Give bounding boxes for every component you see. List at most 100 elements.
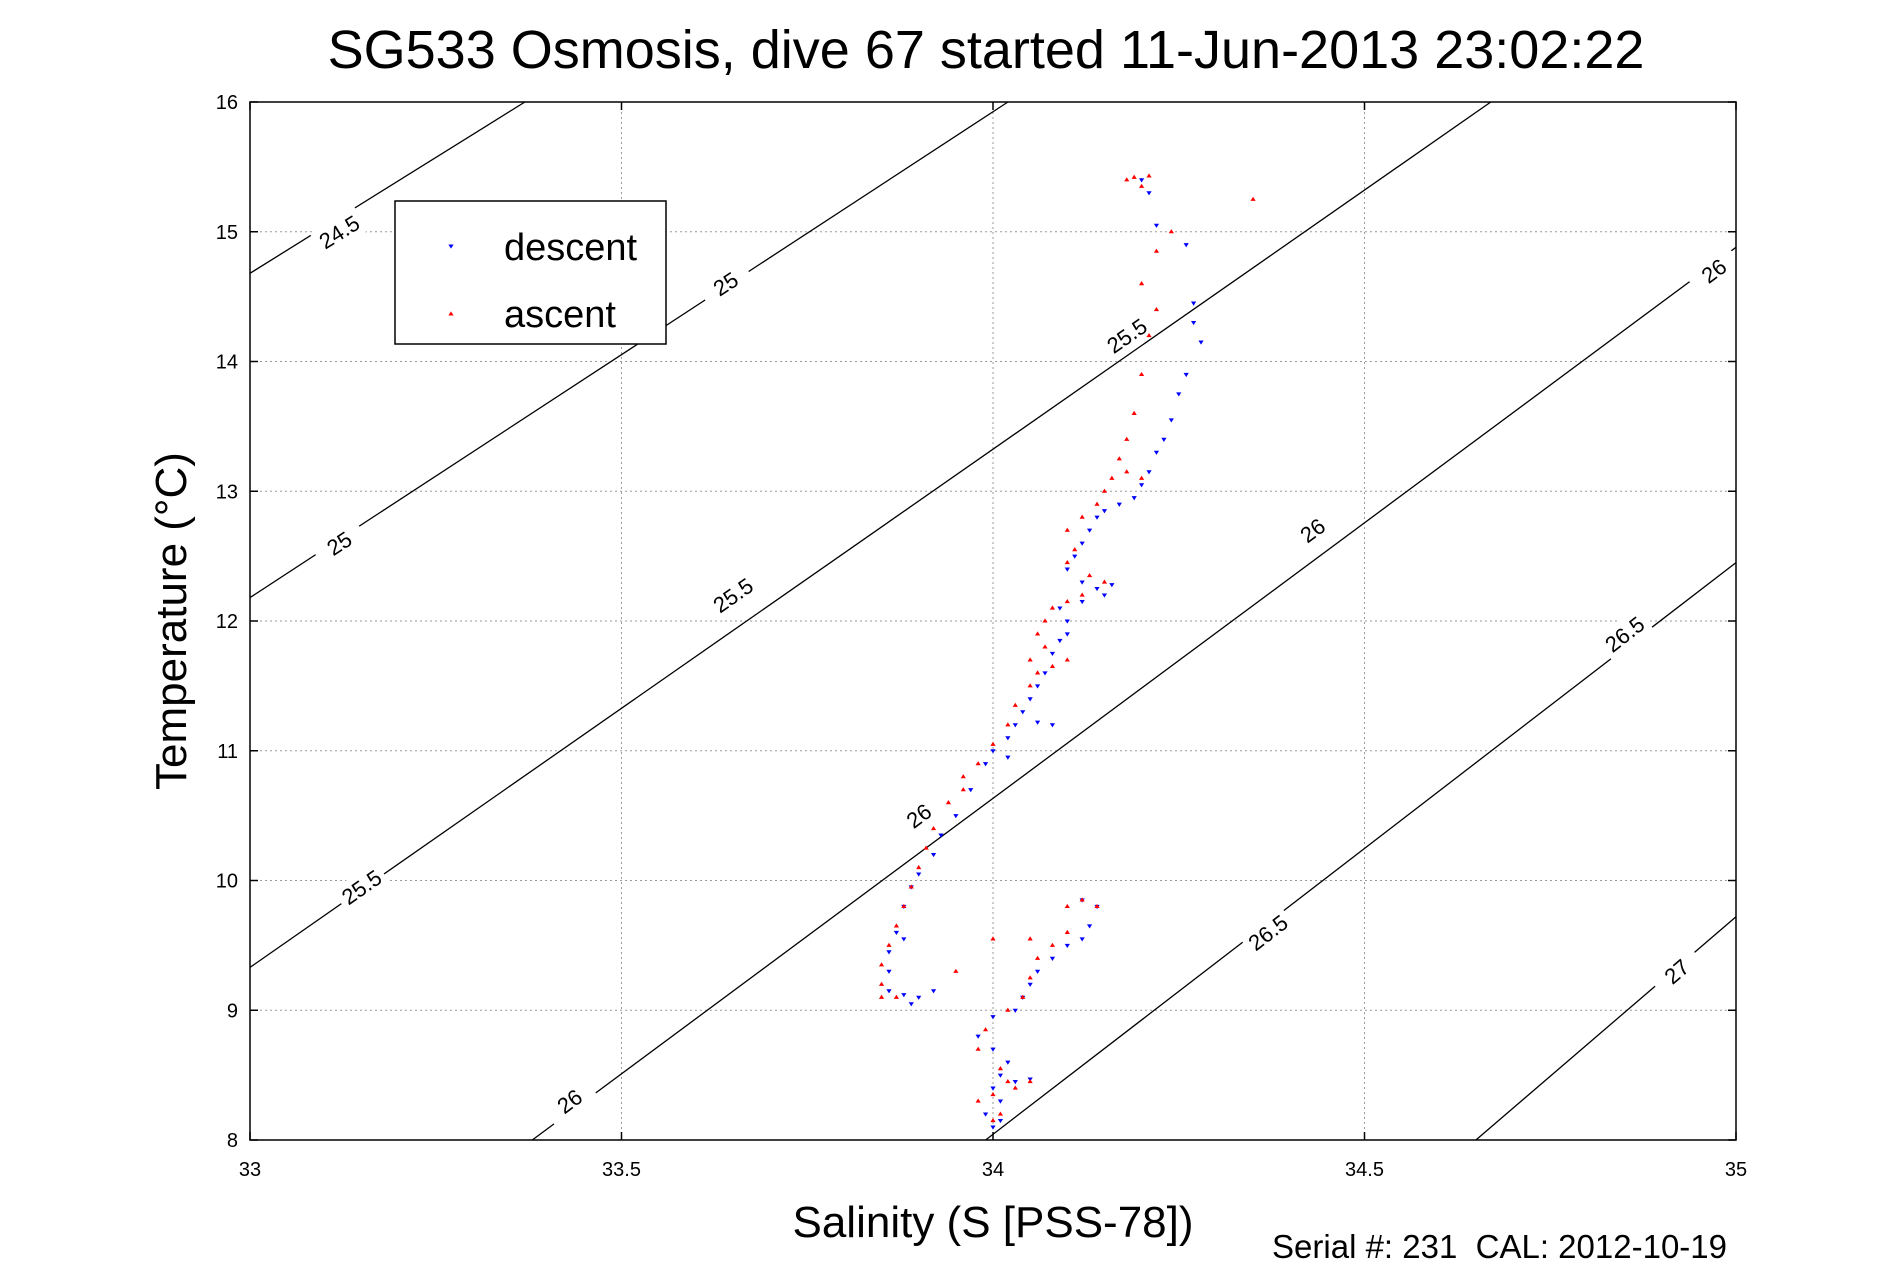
contour-label-bg [1238, 905, 1298, 960]
data-point-descent [1139, 178, 1145, 183]
data-point-ascent [1064, 527, 1070, 532]
data-point-descent [1183, 372, 1189, 378]
data-point-descent [1183, 243, 1189, 248]
data-point-descent [908, 1002, 914, 1007]
data-point-ascent [1064, 929, 1070, 934]
data-point-descent [990, 1047, 996, 1052]
contour-line-25 [249, 101, 1009, 599]
contour-label-bg [1595, 607, 1654, 661]
data-point-descent [1094, 587, 1100, 592]
data-point-ascent [1042, 644, 1048, 649]
data-point-descent [1034, 969, 1041, 974]
data-point-descent [1153, 223, 1160, 228]
data-point-ascent [982, 1027, 989, 1032]
contour-label-bg [540, 1074, 599, 1128]
data-point-ascent [893, 923, 900, 928]
contour-line-27 [1475, 916, 1737, 1141]
data-point-descent [990, 1086, 996, 1091]
data-point-ascent [1027, 1079, 1033, 1084]
legend-marker-descent [448, 244, 454, 249]
data-point-ascent [1079, 592, 1085, 597]
data-point-ascent [1139, 371, 1145, 377]
data-point-descent [886, 950, 892, 955]
data-point-ascent [1153, 248, 1160, 253]
data-point-descent [1153, 450, 1160, 455]
data-point-ascent [1049, 663, 1056, 668]
data-point-ascent [975, 1046, 981, 1051]
data-point-descent [1079, 580, 1085, 585]
data-point-ascent [1124, 436, 1130, 441]
data-point-ascent [1034, 955, 1041, 960]
data-point-ascent [930, 826, 937, 831]
data-point-descent [1042, 671, 1048, 676]
data-point-ascent [1146, 173, 1152, 178]
data-point-ascent [997, 1066, 1004, 1071]
data-point-descent [1049, 956, 1056, 961]
data-point-ascent [953, 968, 959, 973]
data-point-ascent [945, 800, 952, 805]
contour-label-bg [696, 257, 755, 310]
density-contours [249, 101, 1737, 1141]
data-point-ascent [1020, 994, 1026, 999]
data-point-descent [1101, 593, 1108, 598]
data-point-descent [1027, 982, 1033, 987]
data-point-descent [982, 1112, 989, 1117]
x-tick-label: 33.5 [602, 1159, 641, 1181]
y-axis-ticks: 8 9 10 11 12 13 14 15 16 [216, 92, 1736, 1152]
data-point-ascent [960, 774, 966, 779]
legend: descent ascent [394, 200, 667, 345]
data-point-descent [1005, 1060, 1011, 1065]
data-point-ascent [1027, 683, 1033, 688]
data-point-descent [1191, 301, 1197, 306]
legend-label-ascent: ascent [504, 294, 616, 336]
data-point-ascent [1027, 975, 1033, 980]
data-point-descent [901, 993, 907, 998]
data-point-ascent [1139, 475, 1145, 480]
contour-label-bg [1097, 309, 1157, 362]
data-point-ascent [878, 962, 885, 967]
y-axis-label: Temperature (°C) [147, 452, 196, 790]
contour-line-24-5 [249, 101, 526, 274]
data-point-descent [1064, 943, 1070, 948]
grid-lines [250, 102, 1736, 1140]
data-point-descent [1057, 638, 1063, 644]
data-point-ascent [1005, 1079, 1011, 1084]
data-point-descent [1049, 723, 1056, 728]
data-point-ascent [901, 903, 907, 909]
data-point-descent [916, 872, 922, 877]
data-point-descent [1012, 1080, 1018, 1085]
data-point-descent [968, 788, 974, 793]
data-point-descent [997, 1118, 1004, 1124]
data-point-ascent [1168, 229, 1174, 234]
data-point-ascent [908, 884, 914, 889]
data-point-descent [1012, 1008, 1018, 1013]
data-point-descent [1049, 651, 1056, 657]
data-point-descent [886, 969, 892, 974]
x-tick-label: 34.5 [1345, 1159, 1384, 1181]
data-point-descent [901, 937, 907, 942]
data-point-descent [1116, 502, 1122, 507]
data-point-descent [930, 852, 937, 858]
data-point-descent [1064, 567, 1070, 572]
data-point-ascent [1131, 174, 1137, 179]
data-point-descent [1086, 528, 1093, 533]
data-point-ascent [975, 1098, 981, 1103]
data-point-descent [1079, 937, 1085, 942]
data-point-ascent [1153, 307, 1160, 312]
data-point-descent [1064, 619, 1070, 624]
data-point-ascent [1250, 196, 1256, 201]
contour-label-bg [309, 517, 369, 570]
legend-label-descent: descent [504, 227, 638, 269]
data-point-descent [1079, 541, 1085, 546]
data-point-descent [1109, 583, 1115, 588]
x-tick-label: 33 [239, 1159, 261, 1181]
data-point-descent [1034, 720, 1041, 725]
data-point-descent [1012, 723, 1018, 728]
data-point-descent [916, 995, 922, 1000]
y-tick-label: 14 [216, 352, 238, 374]
data-point-ascent [1042, 618, 1048, 623]
data-point-ascent [1064, 598, 1070, 604]
data-point-ascent [878, 981, 885, 986]
data-point-descent [997, 1099, 1004, 1104]
contour-line-25-5 [249, 101, 1492, 968]
